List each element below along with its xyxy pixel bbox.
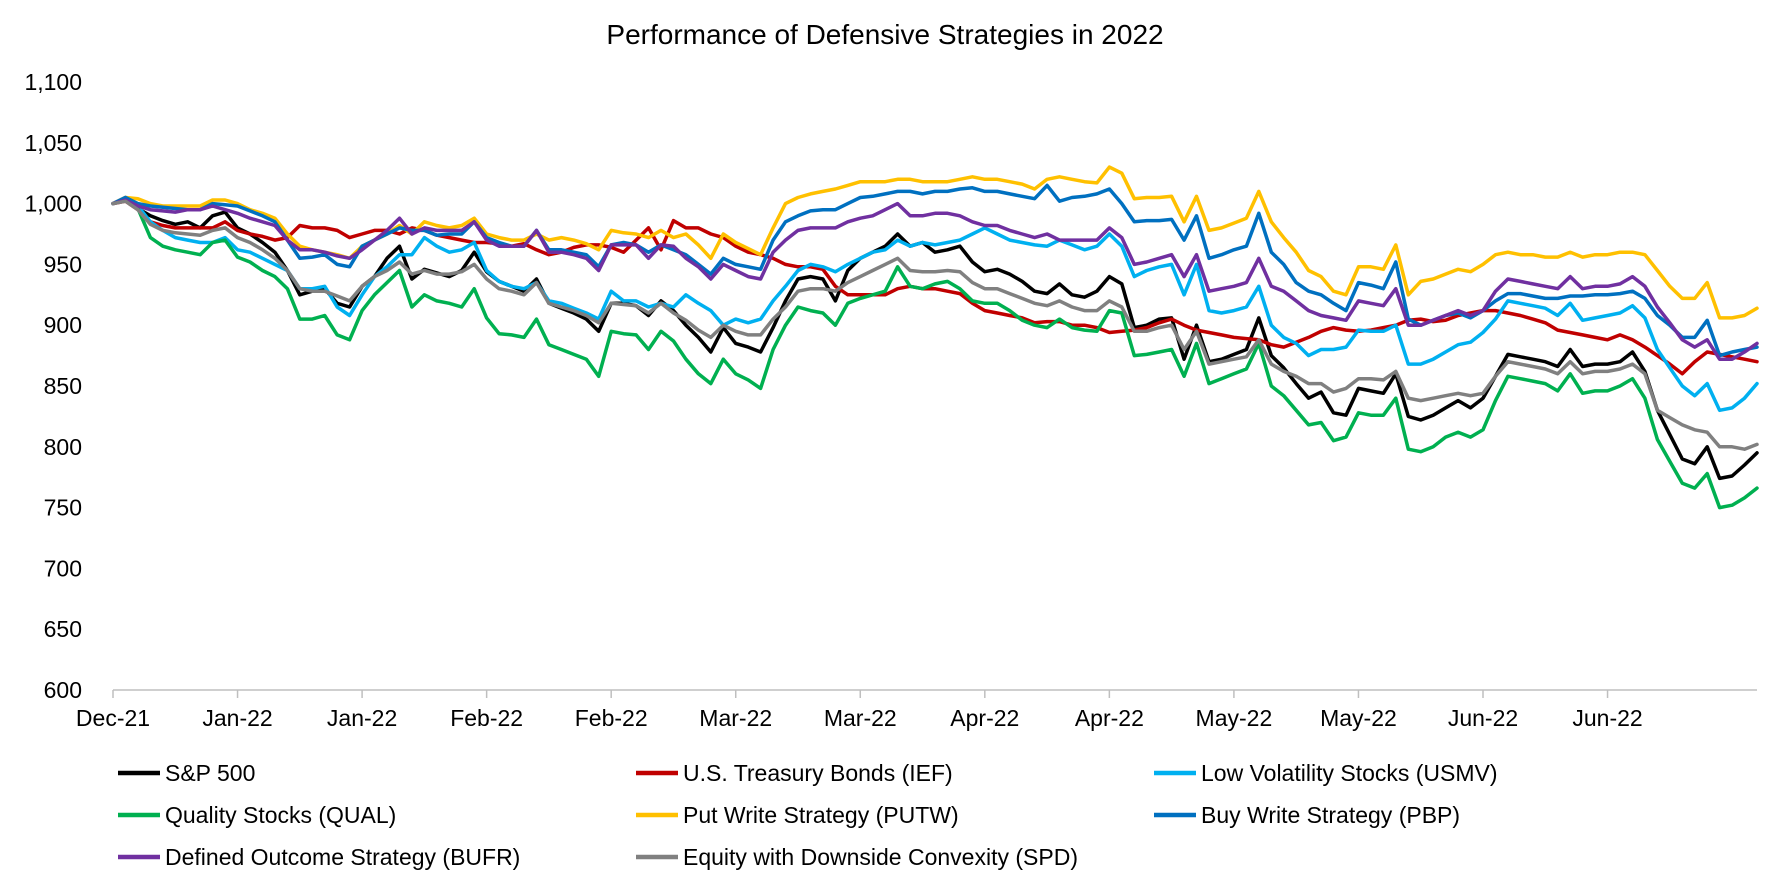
y-tick-label: 900 [44, 312, 82, 338]
y-tick-label: 1,000 [24, 191, 82, 217]
x-tick-label: May-22 [1320, 705, 1397, 731]
x-tick-label: Mar-22 [699, 705, 772, 731]
legend-label: S&P 500 [165, 760, 255, 786]
x-tick-label: Apr-22 [950, 705, 1019, 731]
x-tick-label: May-22 [1196, 705, 1273, 731]
legend-label: U.S. Treasury Bonds (IEF) [683, 760, 953, 786]
x-tick-label: Mar-22 [824, 705, 897, 731]
y-tick-label: 600 [44, 677, 82, 703]
series-line-1 [111, 195, 1759, 481]
series-line-8 [111, 199, 1759, 451]
x-tick-label: Jun-22 [1572, 705, 1642, 731]
y-tick-label: 750 [44, 495, 82, 521]
x-tick-label: Jan-22 [202, 705, 272, 731]
x-tick-label: Jun-22 [1448, 705, 1518, 731]
chart-title: Performance of Defensive Strategies in 2… [606, 19, 1163, 50]
series-line-4 [111, 198, 1759, 510]
x-tick-label: Jan-22 [327, 705, 397, 731]
series-line-7 [111, 198, 1759, 361]
legend-label: Defined Outcome Strategy (BUFR) [165, 844, 520, 870]
y-tick-label: 1,100 [24, 69, 82, 95]
series-line-3 [111, 198, 1759, 413]
legend-label: Low Volatility Stocks (USMV) [1201, 760, 1498, 786]
x-tick-label: Apr-22 [1075, 705, 1144, 731]
axes: 600 650 700 750 800 850 900 950 1,000 1,050 1,100 D… [24, 69, 1757, 731]
y-tick-label: 700 [44, 555, 82, 581]
y-tick-label: 850 [44, 373, 82, 399]
legend-label: Buy Write Strategy (PBP) [1201, 802, 1460, 828]
y-tick-label: 950 [44, 251, 82, 277]
legend: S&P 500 U.S. Treasury Bonds (IEF) Low Vola… [118, 760, 1498, 870]
y-tick-label: 800 [44, 434, 82, 460]
series-lines [111, 165, 1759, 510]
y-tick-label: 1,050 [24, 130, 82, 156]
x-tick-label: Dec-21 [76, 705, 150, 731]
x-tick-label: Feb-22 [575, 705, 648, 731]
y-tick-label: 650 [44, 616, 82, 642]
x-tick-label: Feb-22 [450, 705, 523, 731]
legend-label: Equity with Downside Convexity (SPD) [683, 844, 1078, 870]
legend-label: Put Write Strategy (PUTW) [683, 802, 959, 828]
legend-label: Quality Stocks (QUAL) [165, 802, 396, 828]
